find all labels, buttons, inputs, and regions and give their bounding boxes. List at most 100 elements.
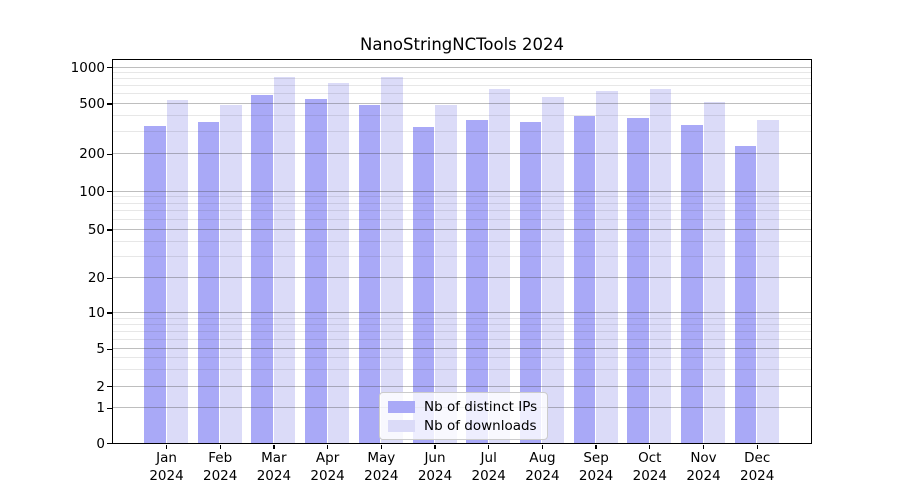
x-tick-label: Aug 2024 bbox=[512, 450, 572, 485]
y-tick-label: 50 bbox=[87, 222, 105, 238]
y-tick-label: 500 bbox=[79, 96, 105, 112]
x-tick-mark bbox=[326, 445, 329, 449]
y-tick-label: 5 bbox=[96, 341, 105, 358]
x-tick-mark bbox=[165, 445, 168, 449]
bar-distinct-ips-jul bbox=[466, 120, 488, 443]
x-tick-year: 2024 bbox=[417, 467, 453, 484]
y-tick-label: 1000 bbox=[70, 59, 105, 76]
legend-label-downloads: Nb of downloads bbox=[424, 417, 537, 434]
bar-distinct-ips-may bbox=[358, 104, 381, 443]
grid-line-major bbox=[112, 66, 811, 68]
bar-downloads-jun bbox=[435, 104, 457, 443]
bar-downloads-jul bbox=[488, 89, 511, 443]
chart-title: NanoStringNCTools 2024 bbox=[360, 35, 564, 54]
grid-line-major bbox=[112, 277, 811, 279]
legend-item-downloads: Nb of downloads bbox=[388, 416, 537, 435]
x-tick-mark bbox=[595, 445, 597, 449]
bar-downloads-mar bbox=[273, 77, 296, 443]
x-tick-month: Jun bbox=[424, 450, 446, 466]
y-tick-mark bbox=[106, 348, 112, 350]
bar-distinct-ips-feb bbox=[197, 121, 220, 443]
x-tick-mark bbox=[380, 445, 382, 449]
bar-downloads-feb bbox=[220, 104, 242, 443]
y-tick-mark bbox=[106, 190, 112, 193]
grid-line-minor bbox=[112, 369, 811, 371]
grid-line-minor bbox=[112, 85, 811, 87]
x-tick-month: Aug bbox=[529, 450, 556, 466]
x-tick-label: Sep 2024 bbox=[566, 450, 626, 485]
x-tick-year: 2024 bbox=[364, 467, 399, 484]
x-tick-month: Dec bbox=[744, 450, 771, 466]
y-tick-mark bbox=[106, 277, 112, 279]
x-tick-mark bbox=[702, 445, 705, 449]
y-tick-mark bbox=[106, 442, 112, 445]
bar-distinct-ips-sep bbox=[573, 115, 596, 443]
grid-line-minor bbox=[112, 93, 811, 95]
x-tick-month: Oct bbox=[638, 450, 662, 466]
grid-line-minor bbox=[112, 357, 811, 359]
grid-line-minor bbox=[112, 78, 811, 80]
x-tick-label: Nov 2024 bbox=[674, 450, 734, 485]
bar-downloads-oct bbox=[649, 89, 672, 443]
y-tick-mark bbox=[106, 153, 112, 155]
x-tick-year: 2024 bbox=[578, 467, 614, 484]
grid-line-minor bbox=[112, 202, 811, 204]
grid-line-minor bbox=[112, 210, 811, 212]
x-tick-month: Jan bbox=[156, 450, 177, 466]
grid-line-major bbox=[112, 153, 811, 155]
x-tick-label: Feb 2024 bbox=[190, 450, 250, 485]
x-tick-mark bbox=[219, 445, 221, 449]
x-tick-year: 2024 bbox=[256, 467, 292, 484]
x-tick-label: Apr 2024 bbox=[298, 450, 358, 485]
bar-distinct-ips-dec bbox=[734, 146, 757, 443]
grid-line-minor bbox=[112, 218, 811, 220]
grid-line-major bbox=[112, 190, 811, 192]
bar-distinct-ips-nov bbox=[681, 124, 703, 443]
x-tick-month: Sep bbox=[583, 450, 609, 466]
grid-line-minor bbox=[112, 330, 811, 332]
y-tick-mark bbox=[106, 229, 112, 231]
bar-downloads-sep bbox=[596, 90, 618, 443]
grid-line-major bbox=[112, 312, 811, 313]
x-tick-label: Jan 2024 bbox=[137, 450, 197, 485]
legend-swatch-downloads bbox=[388, 419, 415, 432]
x-tick-mark bbox=[273, 445, 275, 449]
x-tick-month: Nov bbox=[690, 450, 717, 466]
y-tick-label: 20 bbox=[87, 270, 105, 287]
x-tick-month: Jul bbox=[480, 450, 497, 466]
x-tick-label: Dec 2024 bbox=[727, 450, 787, 485]
y-tick-label: 0 bbox=[96, 435, 105, 452]
bar-distinct-ips-jan bbox=[144, 126, 166, 443]
x-tick-mark bbox=[434, 445, 436, 449]
x-tick-year: 2024 bbox=[149, 467, 184, 484]
y-tick-mark bbox=[106, 103, 112, 105]
y-tick-label: 1 bbox=[96, 400, 105, 417]
bar-distinct-ips-jun bbox=[412, 127, 434, 443]
x-tick-month: May bbox=[367, 450, 396, 466]
bar-downloads-aug bbox=[542, 96, 564, 443]
plot-area bbox=[111, 58, 812, 444]
x-tick-mark bbox=[488, 445, 490, 449]
bar-downloads-jan bbox=[166, 100, 188, 443]
grid-line-minor bbox=[112, 115, 811, 117]
y-tick-label: 10 bbox=[87, 305, 105, 321]
grid-line-minor bbox=[112, 323, 811, 325]
x-tick-label: Oct 2024 bbox=[620, 450, 680, 485]
bar-distinct-ips-apr bbox=[305, 99, 327, 443]
x-tick-label: Mar 2024 bbox=[244, 450, 304, 485]
legend-swatch-distinct-ips bbox=[388, 400, 415, 413]
legend-item-distinct-ips: Nb of distinct IPs bbox=[388, 397, 537, 416]
grid-line-minor bbox=[112, 255, 811, 257]
x-tick-month: Apr bbox=[315, 450, 340, 466]
x-tick-mark bbox=[649, 445, 651, 449]
y-tick-label: 200 bbox=[79, 146, 105, 163]
x-tick-mark bbox=[756, 445, 758, 449]
y-tick-label: 2 bbox=[96, 378, 105, 395]
grid-line-major bbox=[112, 103, 811, 104]
x-tick-month: Mar bbox=[261, 450, 287, 466]
x-tick-mark bbox=[541, 445, 544, 449]
bar-downloads-nov bbox=[703, 101, 725, 443]
bar-downloads-apr bbox=[327, 83, 350, 443]
grid-line-major bbox=[112, 229, 811, 230]
